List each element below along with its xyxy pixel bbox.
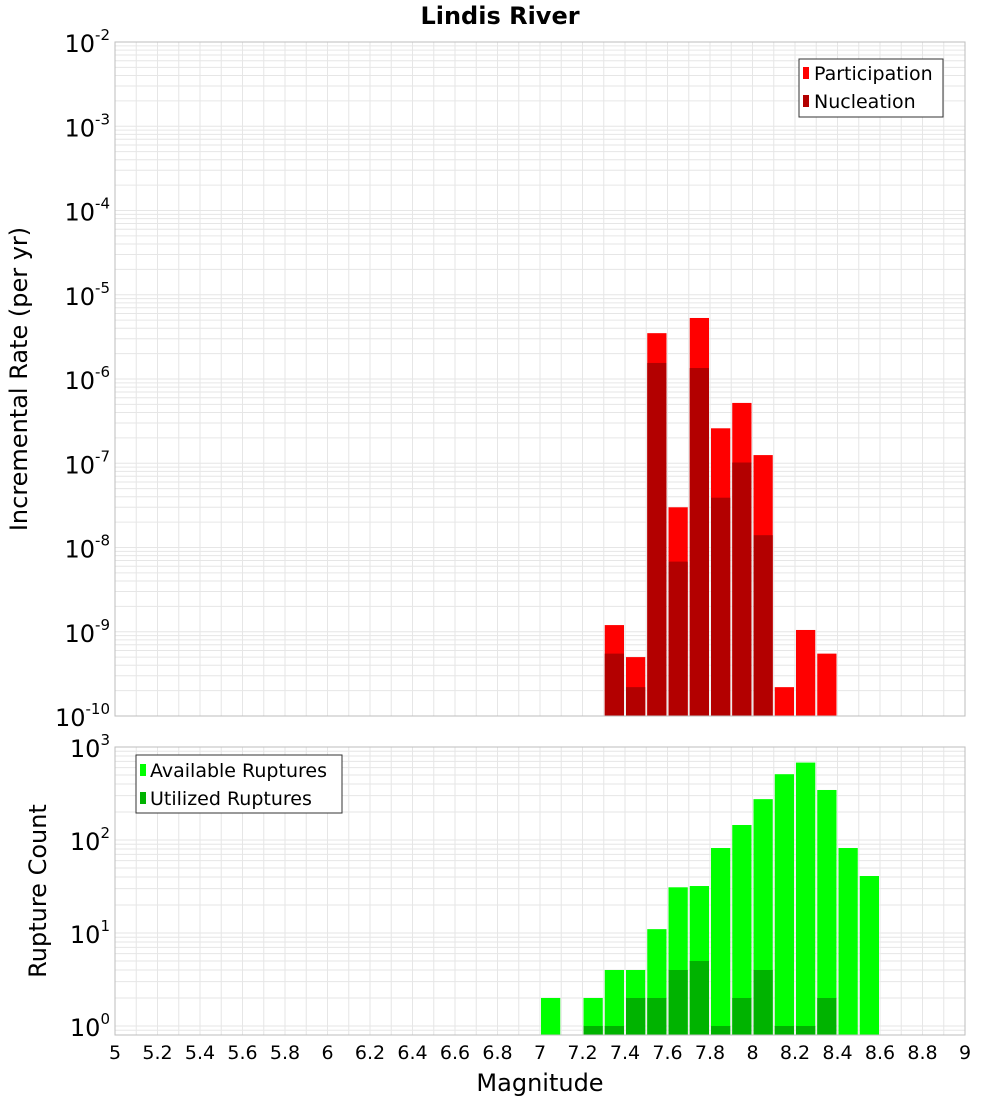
x-tick-label: 8.2 <box>780 1042 810 1064</box>
bottom-y-axis-label: Rupture Count <box>24 804 52 978</box>
bottom-bar-utilized-ruptures <box>711 1025 731 1035</box>
available-ruptures-legend-label: Available Ruptures <box>150 760 327 782</box>
bottom-bar-available-ruptures <box>541 997 561 1035</box>
bottom-bar-utilized-ruptures <box>796 1025 816 1035</box>
top-bar-nucleation <box>732 462 752 716</box>
top-plot-frame <box>114 41 966 717</box>
x-tick-label: 5.6 <box>227 1042 257 1064</box>
bottom-plot-frame <box>114 746 966 1036</box>
bottom-bar-utilized-ruptures <box>817 997 837 1035</box>
top-bar-nucleation <box>604 653 624 716</box>
x-tick-label: 7 <box>534 1042 546 1064</box>
rupture-count-plot: 103 102 101 100 Rupture Count Available Rup… <box>24 731 966 1042</box>
available-ruptures-legend-swatch <box>140 764 146 776</box>
chart-title: Lindis River <box>420 2 579 30</box>
top-bar-nucleation <box>753 535 773 716</box>
bottom-bar-available-ruptures <box>732 824 752 1035</box>
bottom-bar-utilized-ruptures <box>774 1025 794 1035</box>
top-legend-box <box>798 58 944 118</box>
top-bar-nucleation <box>711 497 731 716</box>
bottom-bars <box>541 762 879 1035</box>
x-tick-label: 6 <box>321 1042 333 1064</box>
bottom-bar-available-ruptures <box>604 969 624 1035</box>
top-y-tick-label: 10-7 <box>64 447 110 479</box>
top-bar-nucleation <box>689 368 709 716</box>
bottom-bar-utilized-ruptures <box>732 997 752 1035</box>
top-bars <box>604 317 837 716</box>
participation-nucleation-plot: 10-2 10-3 10-4 10-5 10-6 10-7 10-8 10-9 10-10 In… <box>5 26 966 732</box>
x-tick-label: 5 <box>109 1042 121 1064</box>
top-bar-nucleation <box>668 561 688 716</box>
top-grid <box>114 42 966 717</box>
top-y-ticks: 10-2 10-3 10-4 10-5 10-6 10-7 10-8 10-9 10-10 <box>55 26 110 732</box>
top-bar-nucleation <box>647 362 667 716</box>
bottom-y-tick-label: 101 <box>70 917 110 949</box>
bottom-bar-utilized-ruptures <box>753 969 773 1035</box>
x-tick-label: 7.4 <box>610 1042 640 1064</box>
bottom-bar-available-ruptures <box>817 789 837 1035</box>
bottom-bar-available-ruptures <box>583 997 603 1035</box>
top-y-tick-label: 10-2 <box>64 26 110 58</box>
participation-legend-swatch <box>803 67 809 79</box>
bottom-bar-utilized-ruptures <box>604 1025 624 1035</box>
bottom-y-tick-label: 100 <box>70 1010 110 1042</box>
bottom-bar-available-ruptures <box>838 848 858 1035</box>
x-tick-label: 7.2 <box>567 1042 597 1064</box>
x-tick-label: 8.4 <box>822 1042 852 1064</box>
top-y-tick-label: 10-5 <box>64 279 110 311</box>
nucleation-legend-label: Nucleation <box>814 91 916 113</box>
top-bar-participation <box>817 653 837 716</box>
x-tick-label: 7.8 <box>695 1042 725 1064</box>
utilized-ruptures-legend-label: Utilized Ruptures <box>150 788 312 810</box>
x-tick-label: 6.4 <box>397 1042 427 1064</box>
bottom-bar-available-ruptures <box>711 848 731 1035</box>
bottom-y-tick-label: 103 <box>70 731 110 763</box>
utilized-ruptures-legend-swatch <box>140 792 146 804</box>
bottom-legend: Available Ruptures Utilized Ruptures <box>135 754 343 814</box>
bottom-legend-box <box>135 754 343 814</box>
bottom-bar-available-ruptures <box>774 774 794 1035</box>
top-y-tick-label: 10-6 <box>64 363 110 395</box>
top-y-tick-label: 10-10 <box>55 700 110 732</box>
bottom-bar-utilized-ruptures <box>668 969 688 1035</box>
x-tick-label: 5.4 <box>185 1042 215 1064</box>
x-axis-ticks: 5 5.2 5.4 5.6 5.8 6 6.2 6.4 6.6 6.8 7 7.2 7.4 7.6 7.8 8… <box>109 1042 971 1064</box>
x-tick-label: 8.6 <box>865 1042 895 1064</box>
bottom-y-tick-label: 102 <box>70 824 110 856</box>
x-tick-label: 5.2 <box>142 1042 172 1064</box>
bottom-bar-available-ruptures <box>796 762 816 1035</box>
bottom-bar-utilized-ruptures <box>647 997 667 1035</box>
nucleation-legend-swatch <box>803 95 809 107</box>
top-legend: Participation Nucleation <box>798 58 944 118</box>
x-tick-label: 6.2 <box>355 1042 385 1064</box>
top-y-axis-label: Incremental Rate (per yr) <box>5 227 33 531</box>
x-tick-label: 8 <box>746 1042 758 1064</box>
x-tick-label: 6.6 <box>440 1042 470 1064</box>
bottom-bar-utilized-ruptures <box>583 1025 603 1035</box>
x-tick-label: 6.8 <box>482 1042 512 1064</box>
top-y-tick-label: 10-3 <box>64 110 110 142</box>
x-tick-label: 7.6 <box>652 1042 682 1064</box>
x-axis-label: Magnitude <box>476 1069 603 1097</box>
top-y-tick-label: 10-4 <box>64 195 110 227</box>
x-tick-label: 9 <box>959 1042 971 1064</box>
top-y-tick-label: 10-8 <box>64 532 110 564</box>
bottom-bar-utilized-ruptures <box>626 997 646 1035</box>
top-bar-participation <box>774 687 794 716</box>
top-bar-participation <box>796 629 816 716</box>
top-y-tick-label: 10-9 <box>64 616 110 648</box>
x-tick-label: 8.8 <box>907 1042 937 1064</box>
bottom-bar-available-ruptures <box>859 876 879 1035</box>
x-tick-label: 5.8 <box>270 1042 300 1064</box>
top-bar-nucleation <box>626 687 646 716</box>
bottom-y-ticks: 103 102 101 100 <box>70 731 110 1042</box>
participation-legend-label: Participation <box>814 63 933 85</box>
bottom-bar-utilized-ruptures <box>689 960 709 1035</box>
